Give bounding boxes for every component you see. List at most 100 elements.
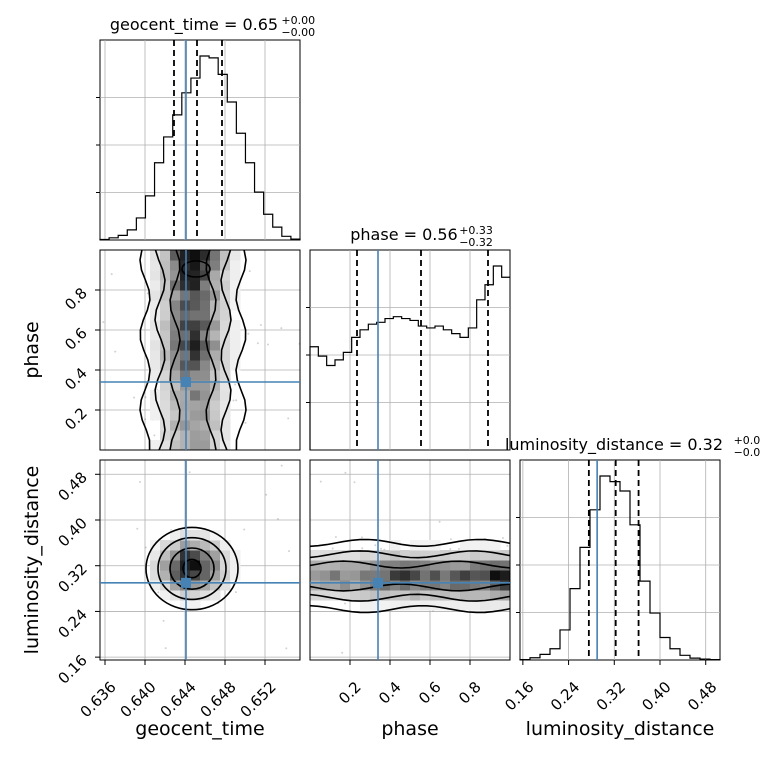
density-bin (460, 580, 471, 591)
density-bin (170, 330, 181, 341)
density-bin (400, 550, 411, 561)
density-bin (430, 570, 441, 581)
density-bin (230, 280, 241, 291)
sample-point (361, 547, 364, 550)
density-bin (150, 540, 161, 551)
density-bin (190, 530, 201, 541)
density-geocent_time-phase (100, 250, 300, 450)
density-bin (150, 270, 161, 281)
density-bin (160, 360, 171, 371)
density-bin (200, 590, 211, 601)
density-bin (150, 410, 161, 421)
density-bin (190, 430, 201, 441)
density-bin (230, 260, 241, 271)
density-bin (470, 580, 481, 591)
density-bin (440, 570, 451, 581)
density-bin (160, 260, 171, 271)
density-bin (170, 380, 181, 391)
density-bin (460, 560, 471, 571)
density-bin (200, 550, 211, 561)
density-bin (190, 340, 201, 351)
density-bin (330, 560, 341, 571)
title-plus: +0.00 (281, 14, 315, 27)
density-bin (400, 580, 411, 591)
sample-point (287, 417, 290, 420)
density-bin (170, 310, 181, 321)
sample-point (144, 546, 147, 549)
density-bin (170, 360, 181, 371)
density-bin (190, 540, 201, 551)
density-bin (440, 600, 451, 611)
x-axis-label-geocent_time: geocent_time (135, 718, 264, 740)
density-bin (200, 420, 211, 431)
density-bin (220, 410, 231, 421)
sample-point (267, 343, 269, 346)
density-bin (220, 270, 231, 281)
density-bin (150, 350, 161, 361)
density-bin (480, 600, 491, 611)
density-bin (430, 600, 441, 611)
density-bin (230, 350, 241, 361)
density-bin (430, 580, 441, 591)
density-bin (410, 570, 421, 581)
density-bin (160, 430, 171, 441)
density-bin (340, 580, 351, 591)
density-bin (390, 560, 401, 571)
sample-point (374, 544, 377, 547)
density-bin (470, 570, 481, 581)
density-bin (220, 420, 231, 431)
x-tick-label: 0.24 (547, 678, 583, 714)
density-bin (190, 330, 201, 341)
density-bin (190, 260, 201, 271)
density-bin (390, 590, 401, 601)
density-bin (380, 560, 391, 571)
density-bin (160, 290, 171, 301)
contour (310, 593, 510, 602)
density-bin (170, 300, 181, 311)
density-bin (220, 330, 231, 341)
density-bin (500, 560, 510, 571)
density-bin (230, 330, 241, 341)
panel-frame (99, 249, 301, 451)
density-bin (170, 540, 181, 551)
density-bin (370, 590, 381, 601)
density-bin (230, 360, 241, 371)
density-bin (230, 290, 241, 301)
sample-point (501, 537, 504, 539)
density-bin (170, 530, 181, 541)
density-bin (210, 390, 221, 401)
y-tick-label: 0.16 (54, 651, 90, 687)
density-bin (200, 540, 211, 551)
density-bin (160, 300, 171, 311)
title-minus: −0.32 (459, 236, 493, 249)
density-bin (200, 350, 211, 361)
sample-point (259, 324, 262, 326)
density-bin (480, 560, 491, 571)
x-tick-label: 0.640 (117, 678, 160, 721)
y-tick-label: 0.4 (61, 364, 91, 394)
panel-frame (99, 459, 301, 661)
density-bin (230, 560, 241, 571)
density-bin (150, 300, 161, 311)
density-bin (310, 550, 321, 561)
density-bin (480, 580, 491, 591)
density-bin (160, 270, 171, 281)
density-bin (220, 380, 231, 391)
density-bin (370, 600, 381, 611)
density-bin (400, 560, 411, 571)
density-bin (150, 370, 161, 381)
density-bin (460, 550, 471, 561)
density-bin (170, 400, 181, 411)
density-bin (200, 330, 211, 341)
density-bin (160, 540, 171, 551)
sample-point (449, 548, 452, 550)
density-bin (470, 560, 481, 571)
truth-marker (181, 377, 191, 387)
density-bin (470, 590, 481, 601)
sample-point (277, 518, 279, 520)
density-bin (330, 590, 341, 601)
density-bin (230, 300, 241, 311)
density-bin (190, 590, 201, 601)
density-bin (350, 570, 361, 581)
density-bin (220, 250, 231, 261)
